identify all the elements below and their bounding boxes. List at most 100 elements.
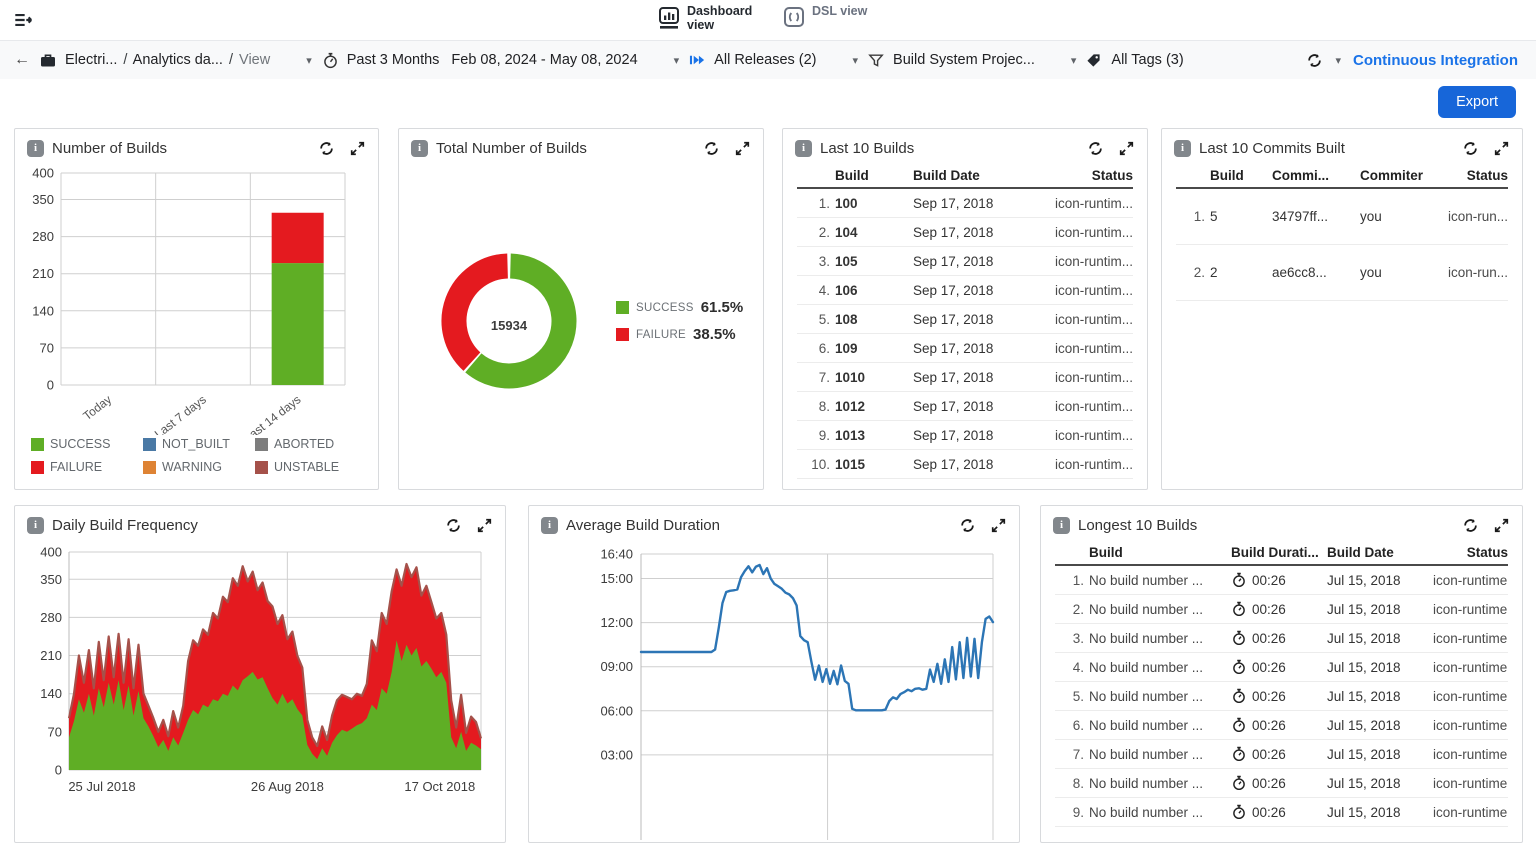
- breadcrumb-section[interactable]: Analytics da...: [132, 52, 223, 68]
- tags-filter[interactable]: All Tags (3): [1111, 52, 1184, 68]
- chevron-down-icon[interactable]: ▾: [852, 54, 859, 67]
- svg-text:400: 400: [32, 166, 54, 181]
- donut-chart-svg: 15934: [441, 253, 577, 389]
- column-header: Build Date: [913, 167, 980, 183]
- table-row[interactable]: 10. 1015 Sep 17, 2018 icon-runtim...: [797, 450, 1133, 479]
- expand-icon[interactable]: [1118, 140, 1135, 157]
- refresh-icon[interactable]: [1462, 140, 1479, 157]
- sidebar-expand-icon[interactable]: [12, 9, 34, 31]
- refresh-icon[interactable]: [703, 140, 720, 157]
- column-header: Build: [1210, 167, 1244, 183]
- table-row[interactable]: 6. No build number ... 00:26 Jul 15, 2018 ic…: [1055, 711, 1508, 740]
- table-row[interactable]: 2. No build number ... 00:26 Jul 15, 2018 ic…: [1055, 595, 1508, 624]
- total-builds-donut-chart: 15934: [399, 163, 763, 473]
- chevron-down-icon[interactable]: ▾: [306, 54, 312, 67]
- legend-item: FAILURE 38.5%: [616, 326, 743, 343]
- legend-swatch: [616, 328, 629, 341]
- area-chart-svg: 0 70 140 210 280 350 400 25 Jul 2018 26 Aug 2018…: [40, 545, 483, 794]
- legend-item: ABORTED: [255, 437, 367, 451]
- last-builds-table: Build Build Date Status 1. 100 Sep 17, 2018 ic…: [783, 163, 1147, 479]
- legend-item: FAILURE: [31, 460, 143, 474]
- widget-last-commits: i Last 10 Commits Built Build Commi... Com…: [1161, 128, 1523, 490]
- tab-dsl-view[interactable]: DSL view: [783, 4, 878, 33]
- breadcrumb-project[interactable]: Electri...: [65, 52, 118, 68]
- info-icon[interactable]: i: [411, 139, 428, 157]
- widget-title: Number of Builds: [52, 139, 168, 157]
- builds-legend: SUCCESS NOT_BUILT ABORTED FAILURE WARNING UNS…: [31, 437, 378, 474]
- stopwatch-icon: [1231, 717, 1247, 733]
- releases-filter[interactable]: All Releases (2): [714, 52, 817, 68]
- info-icon[interactable]: i: [27, 139, 44, 157]
- filter-bar: ← Electri... / Analytics da... / View ▾ …: [0, 41, 1536, 79]
- table-row[interactable]: 9. 1013 Sep 17, 2018 icon-runtim...: [797, 421, 1133, 450]
- date-range[interactable]: Feb 08, 2024 - May 08, 2024: [451, 52, 638, 68]
- table-row[interactable]: 4. 106 Sep 17, 2018 icon-runtim...: [797, 276, 1133, 305]
- tag-icon: [1086, 52, 1103, 69]
- bar-chart-icon: [658, 5, 680, 29]
- refresh-icon[interactable]: [1087, 140, 1104, 157]
- breadcrumb: Electri... / Analytics da... / View: [65, 52, 271, 68]
- table-row[interactable]: 8. 1012 Sep 17, 2018 icon-runtim...: [797, 392, 1133, 421]
- legend-item: NOT_BUILT: [143, 437, 255, 451]
- table-row[interactable]: 8. No build number ... 00:26 Jul 15, 2018 ic…: [1055, 769, 1508, 798]
- dashboard-name-link[interactable]: Continuous Integration: [1353, 51, 1518, 69]
- export-button[interactable]: Export: [1438, 86, 1516, 118]
- table-row[interactable]: 1. 5 34797ff... you icon-run...: [1176, 189, 1508, 245]
- refresh-icon[interactable]: [445, 517, 462, 534]
- svg-text:Last 7 days: Last 7 days: [152, 392, 209, 435]
- table-row[interactable]: 4. No build number ... 00:26 Jul 15, 2018 ic…: [1055, 653, 1508, 682]
- info-icon[interactable]: i: [1174, 139, 1191, 157]
- builds-bar-chart: 0 70 140 210 280 350 400 Today Last 7 days Last 1…: [15, 163, 378, 435]
- info-icon[interactable]: i: [27, 516, 44, 534]
- chevron-down-icon[interactable]: ▾: [1335, 54, 1342, 67]
- table-row[interactable]: 1. No build number ... 00:26 Jul 15, 2018 ic…: [1055, 566, 1508, 595]
- avg-duration-line-chart: 16:40 15:00 12:00 09:00 06:00 03:00: [529, 540, 1019, 840]
- time-filter[interactable]: Past 3 Months: [346, 52, 440, 68]
- chevron-down-icon[interactable]: ▾: [1070, 54, 1077, 67]
- expand-icon[interactable]: [1493, 517, 1510, 534]
- widget-title: Total Number of Builds: [436, 139, 587, 157]
- refresh-icon[interactable]: [318, 140, 335, 157]
- info-icon[interactable]: i: [1053, 516, 1070, 534]
- table-row[interactable]: 2. 2 ae6cc8... you icon-run...: [1176, 245, 1508, 301]
- table-row[interactable]: 7. 1010 Sep 17, 2018 icon-runtim...: [797, 363, 1133, 392]
- svg-text:70: 70: [48, 724, 62, 739]
- table-row[interactable]: 5. 108 Sep 17, 2018 icon-runtim...: [797, 305, 1133, 334]
- table-row[interactable]: 6. 109 Sep 17, 2018 icon-runtim...: [797, 334, 1133, 363]
- table-row[interactable]: 9. No build number ... 00:26 Jul 15, 2018 ic…: [1055, 798, 1508, 827]
- back-icon[interactable]: ←: [14, 51, 30, 68]
- table-row[interactable]: 5. No build number ... 00:26 Jul 15, 2018 ic…: [1055, 682, 1508, 711]
- svg-text:12:00: 12:00: [600, 615, 633, 630]
- legend-swatch: [143, 460, 156, 474]
- expand-icon[interactable]: [734, 140, 751, 157]
- tab-dashboard-view[interactable]: Dashboard view: [658, 4, 753, 33]
- chevron-down-icon[interactable]: ▾: [673, 54, 680, 67]
- project-filter[interactable]: Build System Projec...: [893, 52, 1035, 68]
- expand-icon[interactable]: [990, 517, 1007, 534]
- table-row[interactable]: 7. No build number ... 00:26 Jul 15, 2018 ic…: [1055, 740, 1508, 769]
- column-header: Build Date: [1327, 544, 1394, 560]
- expand-icon[interactable]: [349, 140, 366, 157]
- stopwatch-icon: [1231, 804, 1247, 820]
- refresh-icon[interactable]: [959, 517, 976, 534]
- info-icon[interactable]: i: [795, 139, 812, 157]
- info-icon[interactable]: i: [541, 516, 558, 534]
- legend-item: SUCCESS: [31, 437, 143, 451]
- svg-text:17 Oct 2018: 17 Oct 2018: [404, 779, 475, 794]
- svg-text:350: 350: [40, 572, 62, 587]
- table-row[interactable]: 2. 104 Sep 17, 2018 icon-runtim...: [797, 218, 1133, 247]
- expand-icon[interactable]: [476, 517, 493, 534]
- last-commits-table: Build Commi... Commiter Status 1. 5 34797ff...…: [1162, 163, 1522, 301]
- breadcrumb-page[interactable]: View: [239, 52, 271, 68]
- table-row[interactable]: 3. 105 Sep 17, 2018 icon-runtim...: [797, 247, 1133, 276]
- svg-text:15:00: 15:00: [600, 571, 633, 586]
- refresh-icon[interactable]: [1462, 517, 1479, 534]
- expand-icon[interactable]: [1493, 140, 1510, 157]
- stopwatch-icon: [1231, 688, 1247, 704]
- table-row[interactable]: 3. No build number ... 00:26 Jul 15, 2018 ic…: [1055, 624, 1508, 653]
- refresh-icon[interactable]: [1306, 52, 1323, 69]
- stopwatch-icon: [1231, 630, 1247, 646]
- table-row[interactable]: 1. 100 Sep 17, 2018 icon-runtim...: [797, 189, 1133, 218]
- svg-text:400: 400: [40, 545, 62, 560]
- legend-item: UNSTABLE: [255, 460, 367, 474]
